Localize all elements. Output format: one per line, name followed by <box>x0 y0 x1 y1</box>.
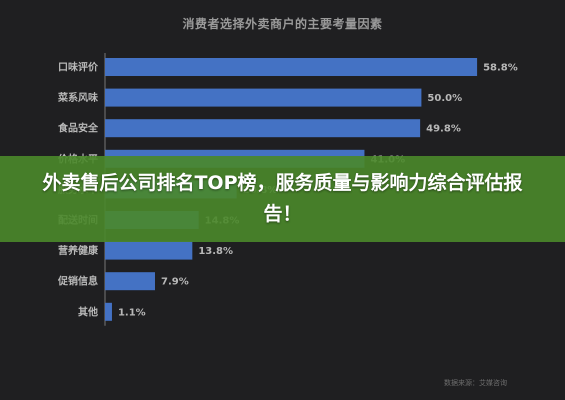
value-label: 49.8% <box>426 124 461 135</box>
bar <box>105 272 155 291</box>
headline-text[interactable]: 外卖售后公司排名TOP榜，服务质量与影响力综合评估报告！ <box>42 172 523 225</box>
value-label: 1.1% <box>118 307 146 318</box>
category-tick-label: 促销信息 <box>57 275 98 288</box>
category-tick-label: 口味评价 <box>58 61 99 74</box>
bar <box>105 88 422 107</box>
value-label: 50.0% <box>427 93 462 104</box>
bar <box>105 58 478 76</box>
category-tick-label: 食品安全 <box>57 122 99 135</box>
chart-title: 消费者选择外卖商户的主要考量因素 <box>182 17 383 31</box>
bar <box>105 302 112 321</box>
category-tick-label: 营养健康 <box>58 244 99 257</box>
source-note: 数据来源：艾媒咨询 <box>444 379 507 387</box>
value-label: 7.9% <box>161 277 189 288</box>
category-tick-label: 菜系风味 <box>57 91 98 104</box>
bar <box>105 241 193 260</box>
value-label: 13.8% <box>198 246 233 257</box>
value-label: 58.8% <box>483 63 518 74</box>
headline-banner: 外卖售后公司排名TOP榜，服务质量与影响力综合评估报告！ <box>0 156 565 242</box>
category-tick-label: 其他 <box>78 305 98 318</box>
bar <box>105 119 421 138</box>
